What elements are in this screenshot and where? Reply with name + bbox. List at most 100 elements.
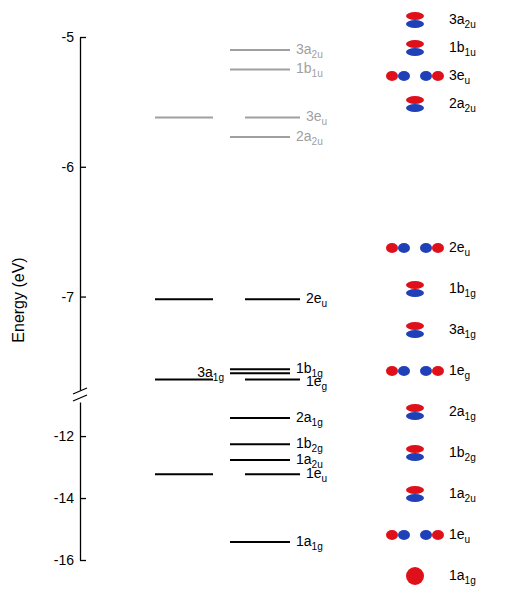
energy-level — [155, 116, 213, 118]
level-labels: 3a2u1b1u3eu2a2u2eu1b1g3a1g1eg2a1g1b2g1a2… — [197, 41, 327, 552]
break-mark — [73, 395, 87, 401]
level-label: 3eu — [306, 108, 327, 127]
lobe — [406, 494, 424, 502]
lobe — [406, 567, 424, 585]
tick-label: -5 — [62, 29, 75, 45]
level-label: 1eu — [306, 465, 327, 484]
energy-level — [230, 368, 290, 370]
tick-mark — [80, 560, 86, 561]
label-subscript: u — [465, 75, 471, 86]
lobe — [406, 48, 424, 56]
label-subscript: g — [322, 381, 328, 392]
energy-level — [245, 473, 300, 475]
orbital-pictogram — [406, 567, 424, 585]
label-main: 1e — [306, 465, 322, 481]
label-main: 3e — [449, 67, 465, 83]
orbital-label: 1eg — [449, 362, 470, 381]
lobe — [406, 104, 424, 112]
label-subscript: 2u — [312, 49, 323, 60]
orbital-label: 2a2u — [449, 95, 476, 114]
level-label: 1eg — [306, 373, 327, 392]
label-subscript: u — [322, 116, 328, 127]
tick-label: -16 — [54, 552, 74, 568]
y-axis: -16 -14 -12 — [54, 403, 86, 568]
label-main: 2a — [449, 403, 465, 419]
orbital-pictogram — [406, 12, 424, 28]
lobe — [406, 96, 424, 104]
orbital-label: 1b2g — [449, 444, 476, 463]
orbital-pictogram — [386, 243, 444, 253]
lobe — [406, 412, 424, 420]
label-subscript: 1g — [465, 575, 476, 586]
orbital-label: 1a1g — [449, 567, 476, 586]
orbital-pictogram — [386, 530, 444, 540]
orbital-label: 3a2u — [449, 11, 476, 30]
axis-title: Energy (eV) — [10, 257, 27, 342]
energy-level — [245, 298, 300, 300]
tick: -7 — [62, 289, 86, 305]
orbital-label: 2eu — [449, 239, 470, 258]
orbital-pictogram — [406, 322, 424, 338]
tick: -12 — [54, 428, 86, 444]
label-main: 1b — [449, 280, 465, 296]
lobe — [420, 366, 432, 376]
level-label: 2a2u — [296, 128, 323, 147]
level-label: 2eu — [306, 290, 327, 309]
lobe — [432, 530, 444, 540]
label-main: 3e — [306, 108, 322, 124]
label-main: 3a — [197, 364, 213, 380]
label-main: 1e — [449, 526, 465, 542]
label-subscript: u — [322, 298, 328, 309]
orbital-pictogram — [406, 40, 424, 56]
energy-level — [155, 473, 213, 475]
label-subscript: 1g — [465, 329, 476, 340]
label-main: 1b — [296, 60, 312, 76]
lobe — [420, 530, 432, 540]
tick-label: -7 — [62, 289, 75, 305]
orbital-label: 1b1u — [449, 39, 476, 58]
energy-level — [245, 379, 300, 381]
tick-label: -6 — [62, 159, 75, 175]
tick: -14 — [54, 490, 86, 506]
tick: -16 — [54, 552, 86, 568]
label-subscript: 1g — [465, 411, 476, 422]
orbital-label: 1b1g — [449, 280, 476, 299]
orbital-pictogram — [386, 71, 444, 81]
label-subscript: u — [465, 534, 471, 545]
lobe — [406, 12, 424, 20]
label-subscript: g — [465, 370, 471, 381]
lobe — [386, 366, 398, 376]
lobe — [406, 330, 424, 338]
orbital-pictogram — [406, 281, 424, 297]
label-subscript: 2u — [465, 19, 476, 30]
lobe — [406, 40, 424, 48]
label-main: 1b — [449, 39, 465, 55]
label-subscript: u — [322, 473, 328, 484]
orbital-pictogram — [406, 445, 424, 461]
label-main: 2a — [296, 128, 312, 144]
level-label: 3a1g — [197, 364, 224, 383]
energy-diagram: -7-6-5-16-14-12Energy (eV)3a2u1b1u3eu2a2… — [0, 0, 513, 595]
energy-level — [230, 541, 290, 543]
label-main: 1a — [449, 485, 465, 501]
energy-level — [230, 443, 290, 445]
orbital-pictogram — [406, 96, 424, 112]
tick: -5 — [62, 29, 86, 45]
lobe — [398, 366, 410, 376]
axis-break — [73, 388, 87, 401]
energy-level — [230, 49, 290, 51]
lobe — [398, 530, 410, 540]
label-main: 1b — [296, 435, 312, 451]
lobe — [432, 71, 444, 81]
lobe — [386, 530, 398, 540]
orbital-pictogram — [406, 486, 424, 502]
lobe — [406, 281, 424, 289]
label-subscript: 2u — [465, 103, 476, 114]
lobe — [432, 243, 444, 253]
lobe — [406, 404, 424, 412]
lobe — [406, 289, 424, 297]
label-subscript: 2u — [312, 136, 323, 147]
label-subscript: 2g — [312, 443, 323, 454]
orbital-label: 3a1g — [449, 321, 476, 340]
energy-level — [155, 298, 213, 300]
